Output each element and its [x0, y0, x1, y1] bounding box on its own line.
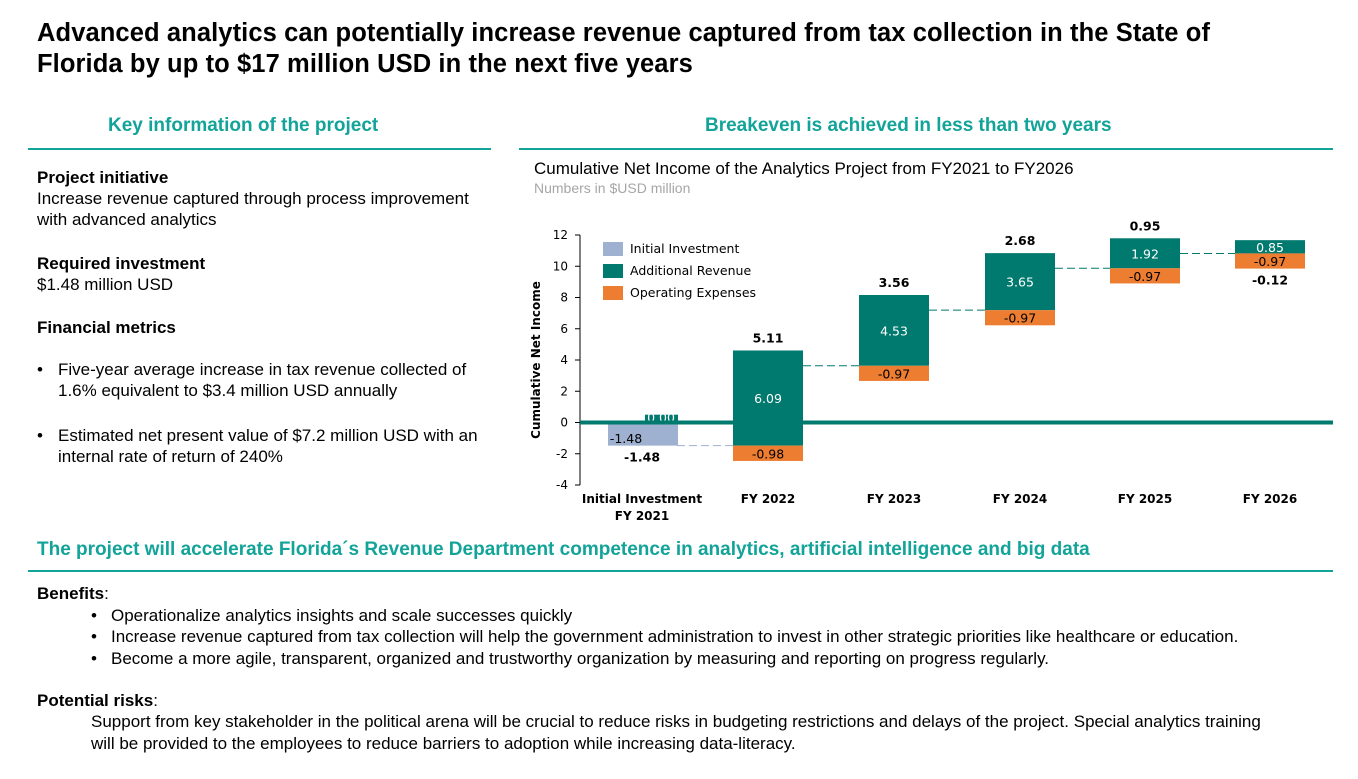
bullet: •	[91, 627, 97, 646]
x-tick-label: FY 2025	[1118, 492, 1172, 506]
benefit-item: Increase revenue captured from tax colle…	[111, 627, 1239, 646]
bullet: •	[37, 360, 43, 379]
metric-text: Five-year average increase in tax revenu…	[58, 360, 467, 379]
revenue-bar	[1110, 238, 1180, 269]
y-tick-label: 10	[553, 259, 568, 273]
legend-swatch	[603, 242, 623, 256]
x-tick-label: FY 2021	[615, 509, 669, 523]
net-label: -1.48	[624, 450, 660, 465]
expense-value-label: -0.97	[1004, 311, 1036, 326]
y-tick-label: -2	[556, 447, 568, 461]
initiative-text: with advanced analytics	[37, 210, 217, 229]
benefit-item: Operationalize analytics insights and sc…	[111, 606, 573, 625]
benefits-label: Benefits	[37, 584, 105, 603]
chart-title: Cumulative Net Income of the Analytics P…	[534, 159, 1074, 178]
slide-title: Advanced analytics can potentially incre…	[37, 19, 1211, 78]
chart-subtitle: Numbers in $USD million	[534, 180, 691, 196]
revenue-value-label: 4.53	[880, 323, 908, 338]
revenue-bar	[733, 350, 803, 446]
x-tick-label: Initial Investment	[582, 492, 702, 506]
metric-text: Estimated net present value of $7.2 mill…	[58, 426, 478, 445]
legend-swatch	[603, 286, 623, 300]
initiative-label: Project initiative	[37, 168, 169, 187]
expense-value-label: -0.97	[878, 366, 910, 381]
expense-value-label: -0.97	[1254, 254, 1286, 269]
initiative-text: Increase revenue captured through proces…	[37, 189, 469, 208]
y-tick-label: 12	[553, 228, 568, 242]
bullet: •	[91, 606, 97, 625]
revenue-bar	[859, 295, 929, 366]
revenue-value-label: 0.85	[1256, 240, 1284, 255]
bar-value-label: -1.48	[610, 431, 642, 446]
risks-text: Support from key stakeholder in the poli…	[91, 712, 1261, 731]
expense-bar	[733, 445, 803, 461]
x-tick-label: FY 2026	[1243, 492, 1297, 506]
y-tick-label: 4	[560, 353, 568, 367]
y-tick-label: 6	[560, 322, 568, 336]
x-tick-label: FY 2023	[867, 492, 921, 506]
metric-text: internal rate of return of 240%	[58, 447, 283, 466]
expense-bar	[985, 310, 1055, 326]
x-tick-label: FY 2022	[741, 492, 795, 506]
x-tick-label: FY 2024	[993, 492, 1047, 506]
legend-label: Operating Expenses	[630, 285, 756, 300]
net-label: 2.68	[1005, 233, 1036, 248]
expense-bar	[1110, 268, 1180, 284]
right-heading: Breakeven is achieved in less than two y…	[705, 115, 1112, 136]
legend-label: Additional Revenue	[630, 263, 751, 278]
legend-label: Initial Investment	[630, 241, 739, 256]
revenue-bar	[985, 253, 1055, 311]
net-label: 5.11	[753, 330, 784, 345]
net-label: 0.95	[1130, 218, 1161, 233]
revenue-value-label: 3.65	[1006, 275, 1034, 290]
benefit-item: Become a more agile, transparent, organi…	[111, 649, 1050, 668]
expense-bar	[859, 365, 929, 381]
expense-value-label: -0.98	[752, 446, 784, 461]
bullet: •	[37, 426, 43, 445]
y-tick-label: 8	[560, 291, 568, 305]
risks-text: will be provided to the employees to red…	[91, 734, 796, 753]
expense-bar	[1235, 253, 1305, 269]
right-divider	[519, 148, 1333, 150]
initial-investment-bar	[608, 422, 678, 446]
revenue-value-label: 6.09	[754, 391, 782, 406]
net-label: -0.12	[1252, 273, 1288, 288]
left-heading: Key information of the project	[108, 115, 379, 136]
risks-label: Potential risks	[37, 691, 154, 710]
expense-value-label: -0.97	[1129, 269, 1161, 284]
investment-label: Required investment	[37, 254, 206, 273]
net-label: 3.56	[879, 275, 910, 290]
metric-text: 1.6% equivalent to $3.4 million USD annu…	[58, 381, 398, 400]
bullet: •	[91, 649, 97, 668]
initial-revenue-bar	[645, 414, 678, 425]
bottom-divider	[28, 570, 1333, 572]
y-tick-label: -4	[556, 478, 568, 492]
metrics-label: Financial metrics	[37, 318, 176, 337]
left-divider	[28, 148, 491, 150]
y-tick-label: 0	[560, 416, 568, 430]
bottom-heading: The project will accelerate Florida´s Re…	[37, 539, 1090, 560]
legend-swatch	[603, 264, 623, 278]
y-axis-label: Cumulative Net Income	[529, 281, 543, 439]
investment-value: $1.48 million USD	[37, 275, 174, 294]
y-tick-label: 2	[560, 384, 568, 398]
revenue-value-label: 1.92	[1131, 246, 1159, 261]
revenue-bar	[1235, 240, 1305, 254]
